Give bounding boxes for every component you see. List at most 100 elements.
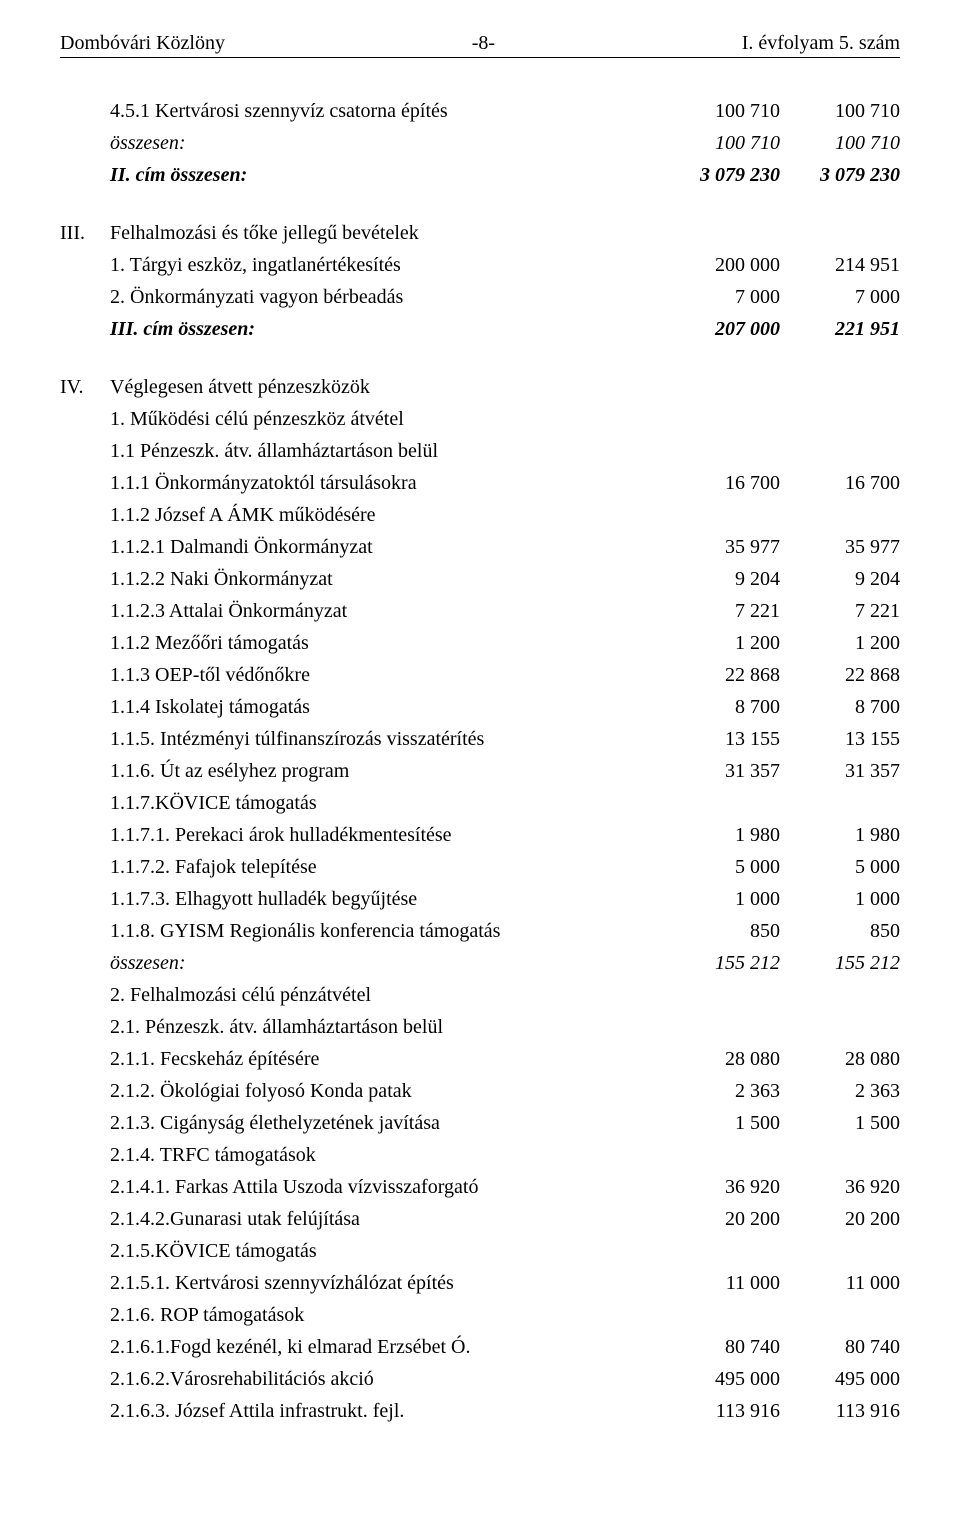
table-row: összesen:155 212155 212: [60, 948, 900, 978]
roman-cell: III.: [60, 218, 110, 248]
value-cell-1: 7 221: [660, 596, 780, 626]
value-cell-1: 100 710: [660, 96, 780, 126]
value-cell-1: 7 000: [660, 282, 780, 312]
label-cell: összesen:: [110, 948, 660, 978]
label-cell: 2.1.5.1. Kertvárosi szennyvízhálózat épí…: [110, 1268, 660, 1298]
value-cell-2: 100 710: [780, 128, 900, 158]
table-row: 2.1.5.KÖVICE támogatás: [60, 1236, 900, 1266]
label-cell: 1.1.2.2 Naki Önkormányzat: [110, 564, 660, 594]
table-row: 4.5.1 Kertvárosi szennyvíz csatorna épít…: [60, 96, 900, 126]
value-cell-2: 7 221: [780, 596, 900, 626]
value-cell-2: 100 710: [780, 96, 900, 126]
value-cell-1: 28 080: [660, 1044, 780, 1074]
table-row: 2.1.5.1. Kertvárosi szennyvízhálózat épí…: [60, 1268, 900, 1298]
table-row: 1.1.8. GYISM Regionális konferencia támo…: [60, 916, 900, 946]
label-cell: 1.1.2 József A ÁMK működésére: [110, 500, 660, 530]
value-cell-2: 20 200: [780, 1204, 900, 1234]
table-row: összesen:100 710100 710: [60, 128, 900, 158]
value-cell-1: 22 868: [660, 660, 780, 690]
value-cell-2: 22 868: [780, 660, 900, 690]
value-cell-1: 1 000: [660, 884, 780, 914]
value-cell-1: 850: [660, 916, 780, 946]
value-cell-2: 1 980: [780, 820, 900, 850]
value-cell-2: 495 000: [780, 1364, 900, 1394]
value-cell-2: 16 700: [780, 468, 900, 498]
value-cell-1: 1 980: [660, 820, 780, 850]
value-cell-1: 113 916: [660, 1396, 780, 1426]
value-cell-1: 16 700: [660, 468, 780, 498]
value-cell-2: 3 079 230: [780, 160, 900, 190]
table-row: 2.1.6.3. József Attila infrastrukt. fejl…: [60, 1396, 900, 1426]
value-cell-2: 5 000: [780, 852, 900, 882]
value-cell-1: 2 363: [660, 1076, 780, 1106]
value-cell-1: 100 710: [660, 128, 780, 158]
value-cell-2: 31 357: [780, 756, 900, 786]
table-row: 1.1.2.1 Dalmandi Önkormányzat35 97735 97…: [60, 532, 900, 562]
value-cell-2: 28 080: [780, 1044, 900, 1074]
table-row: 1.1.1 Önkormányzatoktól társulásokra16 7…: [60, 468, 900, 498]
value-cell-2: 1 000: [780, 884, 900, 914]
label-cell: 2.1.3. Cigányság élethelyzetének javítás…: [110, 1108, 660, 1138]
value-cell-1: 3 079 230: [660, 160, 780, 190]
label-cell: 4.5.1 Kertvárosi szennyvíz csatorna épít…: [110, 96, 660, 126]
label-cell: 2.1.6.1.Fogd kezénél, ki elmarad Erzsébe…: [110, 1332, 660, 1362]
label-cell: 2.1.6.3. József Attila infrastrukt. fejl…: [110, 1396, 660, 1426]
header-right: I. évfolyam 5. szám: [742, 32, 900, 55]
label-cell: 2.1.6.2.Városrehabilitációs akció: [110, 1364, 660, 1394]
value-cell-1: 155 212: [660, 948, 780, 978]
table-row: 1.1.2.2 Naki Önkormányzat9 2049 204: [60, 564, 900, 594]
value-cell-1: 9 204: [660, 564, 780, 594]
table-row: 1. Működési célú pénzeszköz átvétel: [60, 404, 900, 434]
label-cell: 1. Működési célú pénzeszköz átvétel: [110, 404, 660, 434]
table-row: IV.Véglegesen átvett pénzeszközök: [60, 372, 900, 402]
table-row: III. cím összesen:207 000221 951: [60, 314, 900, 344]
value-cell-2: 113 916: [780, 1396, 900, 1426]
value-cell-1: 1 500: [660, 1108, 780, 1138]
label-cell: 1.1.2.1 Dalmandi Önkormányzat: [110, 532, 660, 562]
label-cell: 1. Tárgyi eszköz, ingatlanértékesítés: [110, 250, 660, 280]
value-cell-2: 80 740: [780, 1332, 900, 1362]
table-row: 2.1. Pénzeszk. átv. államháztartáson bel…: [60, 1012, 900, 1042]
table-row: 2. Felhalmozási célú pénzátvétel: [60, 980, 900, 1010]
label-cell: II. cím összesen:: [110, 160, 660, 190]
document-body: 4.5.1 Kertvárosi szennyvíz csatorna épít…: [60, 96, 900, 1426]
value-cell-2: 36 920: [780, 1172, 900, 1202]
table-row: 1.1.7.1. Perekaci árok hulladékmentesíté…: [60, 820, 900, 850]
label-cell: 1.1.2 Mezőőri támogatás: [110, 628, 660, 658]
table-row: 1.1.2.3 Attalai Önkormányzat7 2217 221: [60, 596, 900, 626]
header-left: Dombóvári Közlöny: [60, 32, 225, 55]
value-cell-2: 2 363: [780, 1076, 900, 1106]
label-cell: összesen:: [110, 128, 660, 158]
value-cell-1: 11 000: [660, 1268, 780, 1298]
table-row: 1.1.5. Intézményi túlfinanszírozás vissz…: [60, 724, 900, 754]
table-row: 2.1.1. Fecskeház építésére28 08028 080: [60, 1044, 900, 1074]
value-cell-2: 35 977: [780, 532, 900, 562]
table-row: 2.1.3. Cigányság élethelyzetének javítás…: [60, 1108, 900, 1138]
label-cell: 1.1.6. Út az esélyhez program: [110, 756, 660, 786]
label-cell: 1.1.8. GYISM Regionális konferencia támo…: [110, 916, 660, 946]
value-cell-2: 8 700: [780, 692, 900, 722]
value-cell-2: 850: [780, 916, 900, 946]
header-center: -8-: [472, 32, 495, 55]
value-cell-2: 221 951: [780, 314, 900, 344]
table-row: 1. Tárgyi eszköz, ingatlanértékesítés200…: [60, 250, 900, 280]
table-row: II. cím összesen:3 079 2303 079 230: [60, 160, 900, 190]
label-cell: 2.1.6. ROP támogatások: [110, 1300, 660, 1330]
value-cell-2: 1 200: [780, 628, 900, 658]
value-cell-2: 1 500: [780, 1108, 900, 1138]
label-cell: 2.1.2. Ökológiai folyosó Konda patak: [110, 1076, 660, 1106]
label-cell: 1.1 Pénzeszk. átv. államháztartáson belü…: [110, 436, 660, 466]
label-cell: 1.1.2.3 Attalai Önkormányzat: [110, 596, 660, 626]
value-cell-1: 35 977: [660, 532, 780, 562]
label-cell: 1.1.7.3. Elhagyott hulladék begyűjtése: [110, 884, 660, 914]
table-row: 1.1.4 Iskolatej támogatás8 7008 700: [60, 692, 900, 722]
value-cell-2: 155 212: [780, 948, 900, 978]
label-cell: 2.1. Pénzeszk. átv. államháztartáson bel…: [110, 1012, 660, 1042]
table-row: 2. Önkormányzati vagyon bérbeadás7 0007 …: [60, 282, 900, 312]
label-cell: 1.1.4 Iskolatej támogatás: [110, 692, 660, 722]
label-cell: 2. Felhalmozási célú pénzátvétel: [110, 980, 660, 1010]
label-cell: 1.1.3 OEP-től védőnőkre: [110, 660, 660, 690]
roman-cell: IV.: [60, 372, 110, 402]
label-cell: Véglegesen átvett pénzeszközök: [110, 372, 660, 402]
table-row: 1.1.7.KÖVICE támogatás: [60, 788, 900, 818]
